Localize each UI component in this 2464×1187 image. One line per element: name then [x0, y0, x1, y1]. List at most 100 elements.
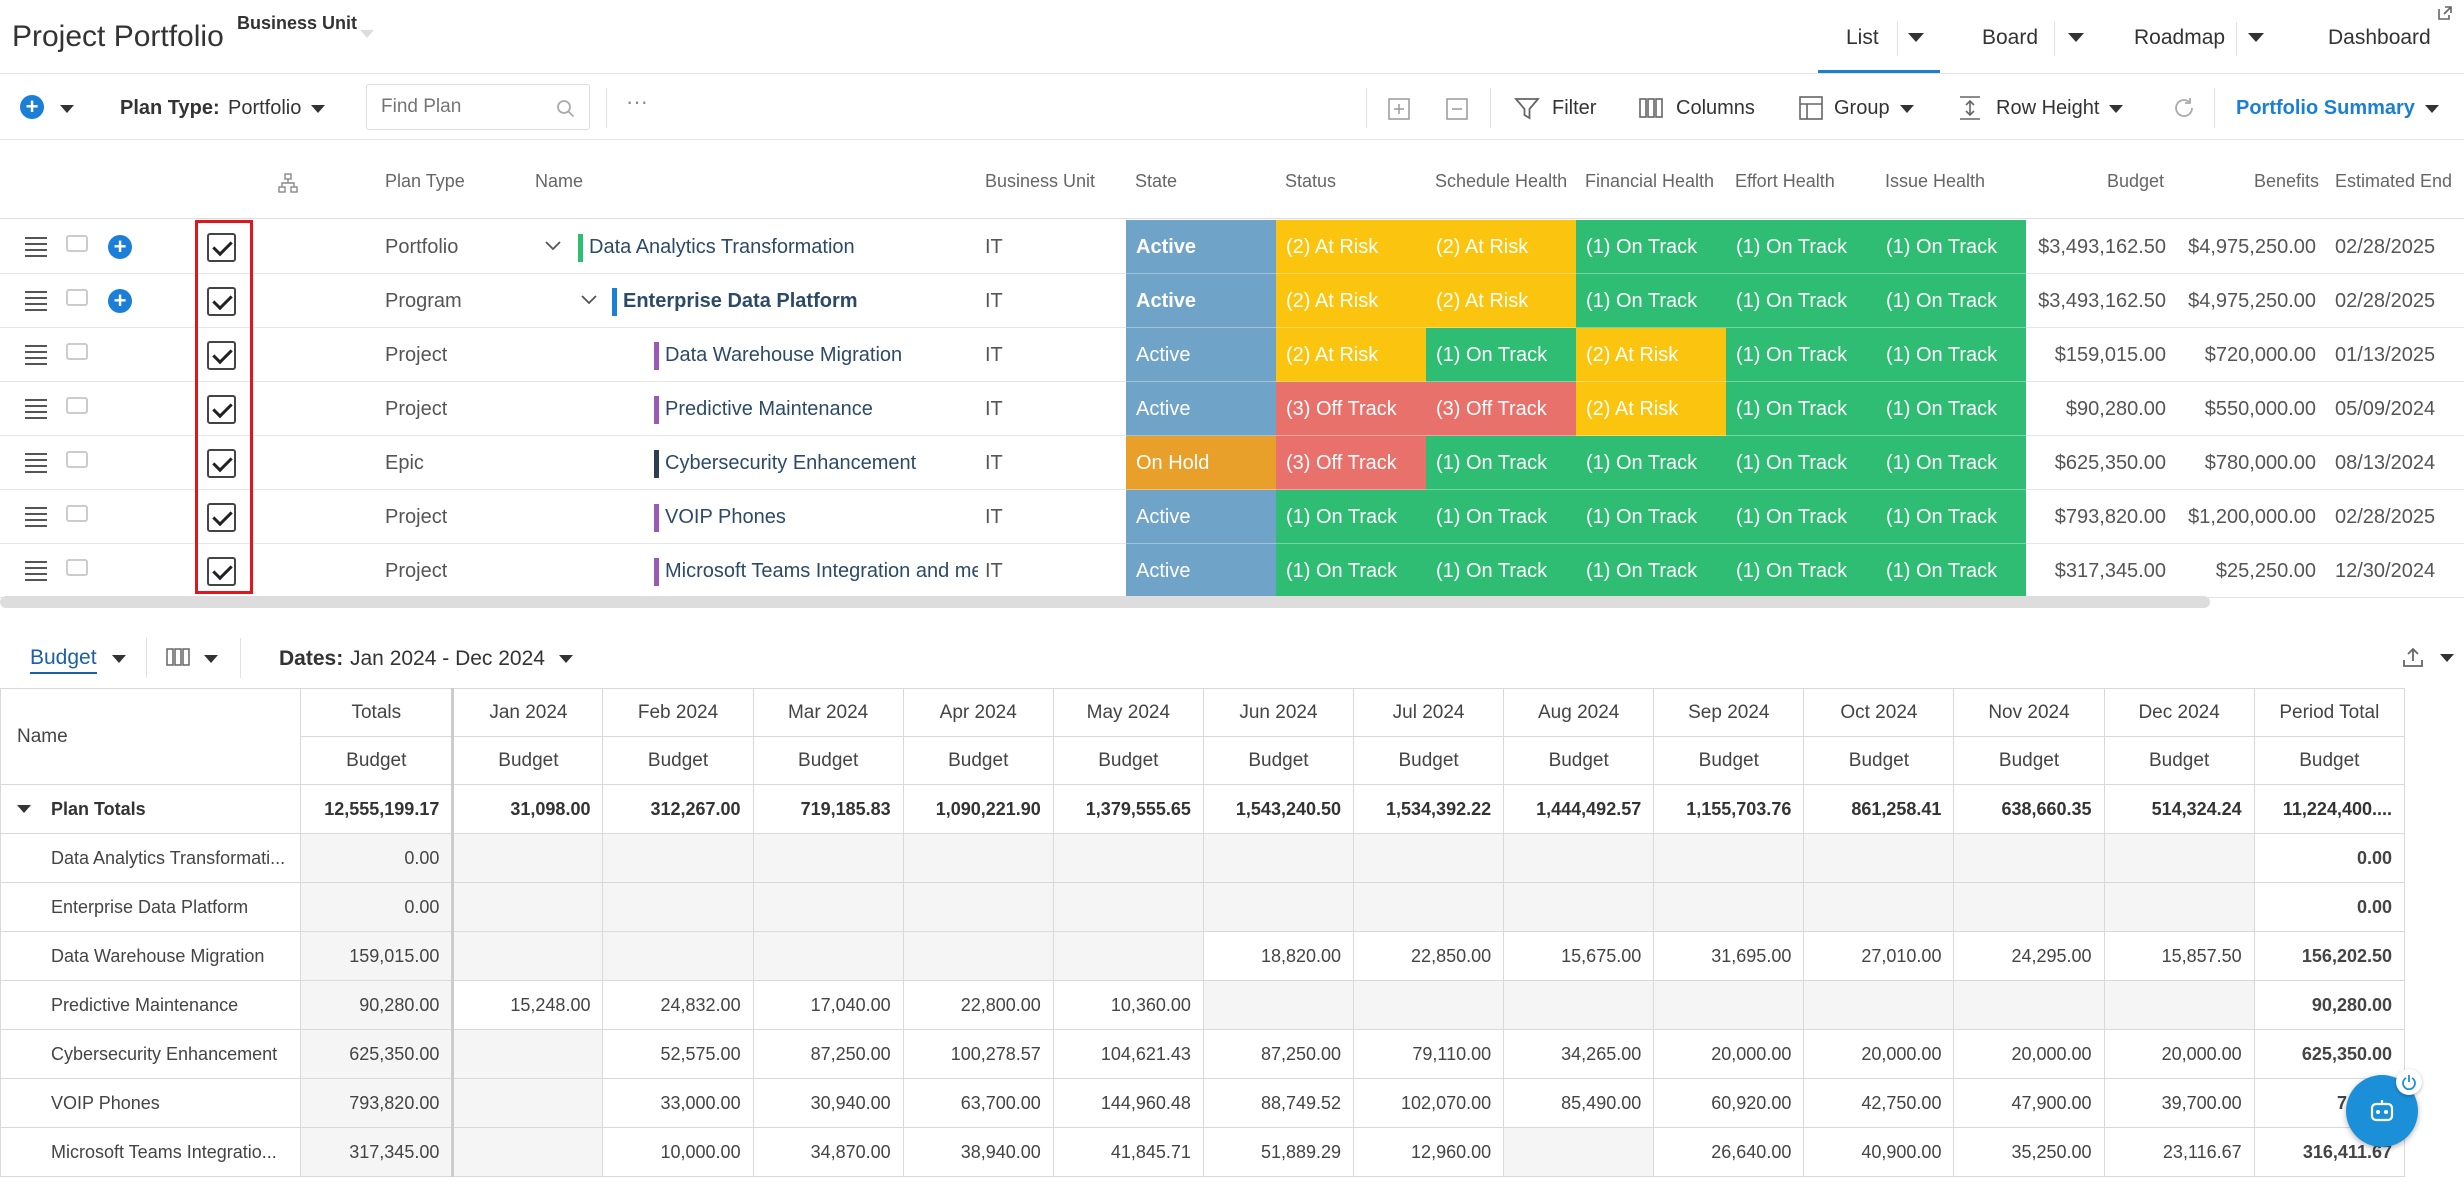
- name-cell[interactable]: Microsoft Teams Integration and me: [654, 544, 978, 598]
- month-header[interactable]: Jul 2024: [1353, 688, 1505, 737]
- table-row[interactable]: Project VOIP Phones IT Active (1) On Tra…: [0, 490, 2464, 544]
- row-checkbox[interactable]: [207, 557, 236, 586]
- month-value-cell[interactable]: 38,940.00: [902, 1127, 1054, 1177]
- totals-column-header[interactable]: Totals: [300, 688, 454, 737]
- month-value-cell[interactable]: 22,800.00: [902, 980, 1054, 1030]
- month-value-cell[interactable]: 144,960.48: [1052, 1078, 1204, 1128]
- month-value-cell[interactable]: [451, 931, 604, 981]
- month-value-cell[interactable]: 85,490.00: [1503, 1078, 1655, 1128]
- name-cell[interactable]: Data Warehouse Migration: [654, 328, 978, 382]
- row-menu-icon[interactable]: [25, 291, 47, 311]
- tab-dashboard[interactable]: Dashboard: [2328, 26, 2431, 49]
- month-value-cell[interactable]: [1202, 980, 1355, 1030]
- plan-name-link[interactable]: Enterprise Data Platform: [623, 290, 858, 312]
- month-value-cell[interactable]: [1803, 833, 1955, 883]
- month-value-cell[interactable]: 514,324.24: [2103, 784, 2255, 834]
- row-checkbox[interactable]: [207, 233, 236, 262]
- month-value-cell[interactable]: [2103, 980, 2255, 1030]
- month-value-cell[interactable]: 10,360.00: [1052, 980, 1204, 1030]
- dates-range-select[interactable]: Jan 2024 - Dec 2024: [350, 647, 573, 671]
- comment-icon[interactable]: [66, 343, 88, 360]
- month-value-cell[interactable]: 34,870.00: [752, 1127, 904, 1177]
- col-header-issue-health[interactable]: Issue Health: [1885, 171, 1986, 191]
- row-checkbox[interactable]: [207, 503, 236, 532]
- export-caret-icon[interactable]: [2440, 654, 2454, 662]
- month-value-cell[interactable]: [602, 833, 754, 883]
- month-value-cell[interactable]: [602, 882, 754, 932]
- table-row[interactable]: Epic Cybersecurity Enhancement IT On Hol…: [0, 436, 2464, 490]
- month-header[interactable]: Nov 2024: [1953, 688, 2105, 737]
- roadmap-options-caret-icon[interactable]: [2248, 33, 2264, 42]
- month-header[interactable]: Sep 2024: [1653, 688, 1805, 737]
- month-value-cell[interactable]: 35,250.00: [1953, 1127, 2105, 1177]
- month-value-cell[interactable]: 34,265.00: [1503, 1029, 1655, 1079]
- group-icon[interactable]: [1798, 95, 1824, 121]
- tab-list[interactable]: List: [1846, 26, 1879, 49]
- add-child-icon[interactable]: +: [108, 235, 132, 259]
- month-value-cell[interactable]: 30,940.00: [752, 1078, 904, 1128]
- month-value-cell[interactable]: [1803, 882, 1955, 932]
- month-value-cell[interactable]: 60,920.00: [1653, 1078, 1805, 1128]
- assistant-bot-button[interactable]: [2346, 1069, 2422, 1147]
- name-cell[interactable]: Data Analytics Transformation: [578, 220, 978, 274]
- table-row[interactable]: VOIP Phones 793,820.00 33,000.00 30,940.00 6…: [0, 1078, 2406, 1128]
- month-header[interactable]: Oct 2024: [1803, 688, 1955, 737]
- table-row[interactable]: Project Predictive Maintenance IT Active…: [0, 382, 2464, 436]
- month-header[interactable]: Jan 2024: [451, 688, 604, 737]
- col-header-business-unit[interactable]: Business Unit: [985, 171, 1096, 191]
- hierarchy-icon[interactable]: [278, 173, 298, 193]
- month-value-cell[interactable]: 1,534,392.22: [1353, 784, 1505, 834]
- month-value-cell[interactable]: [1353, 882, 1505, 932]
- col-header-estimated-end[interactable]: Estimated End: [2335, 171, 2453, 191]
- popout-icon[interactable]: [2436, 4, 2454, 22]
- month-value-cell[interactable]: 87,250.00: [1202, 1029, 1355, 1079]
- month-value-cell[interactable]: 31,098.00: [451, 784, 604, 834]
- month-value-cell[interactable]: 1,379,555.65: [1052, 784, 1204, 834]
- columns-caret-icon[interactable]: [204, 655, 218, 663]
- row-height-icon[interactable]: [1958, 95, 1982, 121]
- month-value-cell[interactable]: 23,116.67: [2103, 1127, 2255, 1177]
- month-value-cell[interactable]: 18,820.00: [1202, 931, 1355, 981]
- tab-roadmap[interactable]: Roadmap: [2134, 26, 2226, 49]
- month-value-cell[interactable]: 51,889.29: [1202, 1127, 1355, 1177]
- month-value-cell[interactable]: [1653, 833, 1805, 883]
- table-row[interactable]: + Portfolio Data Analytics Transformatio…: [0, 220, 2464, 274]
- month-value-cell[interactable]: [1503, 1127, 1655, 1177]
- plan-name-link[interactable]: Data Analytics Transformation: [589, 236, 855, 258]
- period-total-header[interactable]: Period Total: [2253, 688, 2406, 737]
- month-value-cell[interactable]: [2103, 882, 2255, 932]
- add-options-caret-icon[interactable]: [60, 105, 74, 113]
- month-value-cell[interactable]: 20,000.00: [2103, 1029, 2255, 1079]
- month-value-cell[interactable]: 22,850.00: [1353, 931, 1505, 981]
- month-value-cell[interactable]: 47,900.00: [1953, 1078, 2105, 1128]
- month-value-cell[interactable]: [1052, 833, 1204, 883]
- table-row[interactable]: Data Warehouse Migration 159,015.00 18,820…: [0, 931, 2406, 981]
- col-header-state[interactable]: State: [1135, 171, 1178, 191]
- portfolio-summary-button[interactable]: Portfolio Summary: [2236, 97, 2439, 120]
- col-header-name[interactable]: Name: [535, 171, 584, 191]
- row-checkbox[interactable]: [207, 341, 236, 370]
- month-value-cell[interactable]: [1353, 980, 1505, 1030]
- month-value-cell[interactable]: [1953, 980, 2105, 1030]
- row-menu-icon[interactable]: [25, 507, 47, 527]
- month-value-cell[interactable]: 24,832.00: [602, 980, 754, 1030]
- columns-button[interactable]: Columns: [1676, 97, 1755, 119]
- comment-icon[interactable]: [66, 289, 88, 306]
- plan-name-link[interactable]: VOIP Phones: [665, 506, 786, 528]
- row-checkbox[interactable]: [207, 395, 236, 424]
- month-value-cell[interactable]: 33,000.00: [602, 1078, 754, 1128]
- columns-icon[interactable]: [166, 648, 190, 666]
- comment-icon[interactable]: [66, 397, 88, 414]
- month-header[interactable]: Aug 2024: [1503, 688, 1655, 737]
- business-unit-label[interactable]: Business Unit: [237, 13, 358, 33]
- find-plan-input[interactable]: [366, 84, 590, 130]
- row-menu-icon[interactable]: [25, 345, 47, 365]
- table-row[interactable]: Microsoft Teams Integratio... 317,345.00 1…: [0, 1127, 2406, 1177]
- month-value-cell[interactable]: [902, 931, 1054, 981]
- comment-icon[interactable]: [66, 559, 88, 576]
- month-value-cell[interactable]: 719,185.83: [752, 784, 904, 834]
- name-cell[interactable]: Enterprise Data Platform: [612, 274, 978, 328]
- month-value-cell[interactable]: 15,857.50: [2103, 931, 2255, 981]
- month-value-cell[interactable]: [1503, 980, 1655, 1030]
- col-header-budget[interactable]: Budget: [2107, 171, 2165, 191]
